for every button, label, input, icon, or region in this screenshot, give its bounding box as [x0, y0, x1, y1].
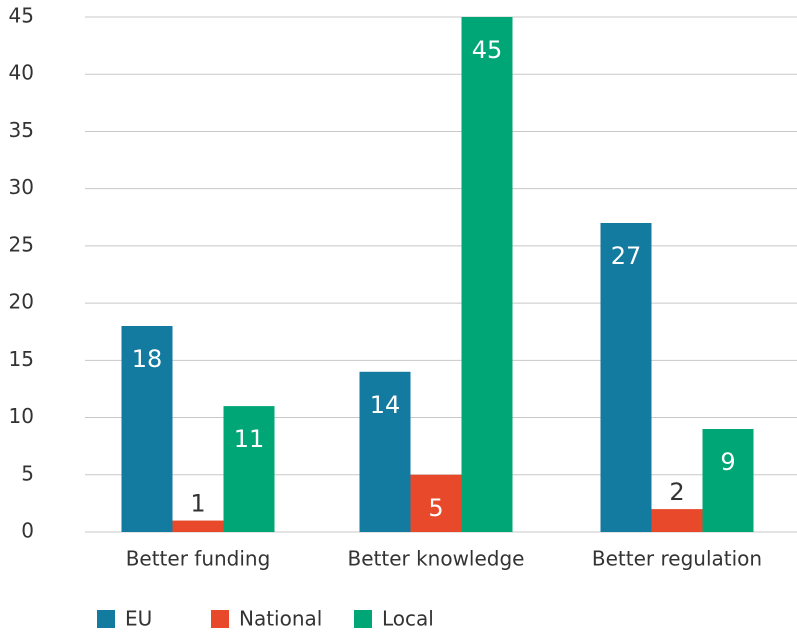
x-tick-label: Better knowledge	[347, 547, 524, 571]
value-label: 27	[611, 242, 642, 270]
x-tick-label: Better regulation	[592, 547, 762, 571]
value-label: 9	[720, 448, 735, 476]
y-tick-label: 15	[9, 347, 34, 371]
y-tick-label: 30	[9, 175, 34, 199]
y-tick-label: 40	[9, 61, 34, 85]
legend-swatch	[354, 610, 372, 628]
bar	[651, 509, 703, 532]
legend-label: EU	[125, 607, 152, 631]
y-tick-label: 25	[9, 232, 34, 256]
x-tick-label: Better funding	[126, 547, 271, 571]
legend-label: National	[239, 607, 322, 631]
y-tick-label: 0	[21, 519, 34, 543]
value-label: 2	[669, 478, 684, 506]
bar	[600, 223, 652, 532]
y-tick-label: 45	[9, 4, 34, 28]
bar	[172, 520, 224, 532]
legend-swatch	[97, 610, 115, 628]
bar	[410, 474, 462, 532]
y-tick-label: 35	[9, 118, 34, 142]
value-label: 14	[370, 391, 401, 419]
y-tick-label: 10	[9, 404, 34, 428]
bar	[461, 17, 513, 532]
value-label: 18	[132, 345, 163, 373]
legend-swatch	[211, 610, 229, 628]
bar	[359, 371, 411, 532]
y-tick-label: 5	[21, 461, 34, 485]
value-label: 5	[428, 494, 443, 522]
bar	[121, 326, 173, 532]
value-label: 1	[190, 490, 205, 518]
bar	[702, 429, 754, 532]
legend-label: Local	[382, 607, 434, 631]
value-label: 11	[234, 425, 265, 453]
bar	[223, 406, 275, 532]
value-label: 45	[472, 36, 503, 64]
y-tick-label: 20	[9, 290, 34, 314]
